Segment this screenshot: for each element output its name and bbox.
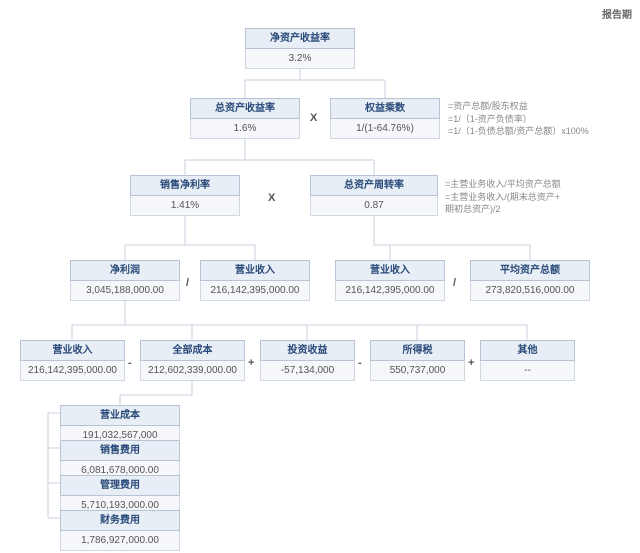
node-value: 216,142,395,000.00 [20, 361, 125, 381]
formula-line: =1/（1-负债总额/资产总额）x100% [448, 125, 589, 138]
node-title: 总资产收益率 [190, 98, 300, 119]
period-label: 报告期 [602, 6, 632, 21]
node-value: 273,820,516,000.00 [470, 281, 590, 301]
node-operating-revenue-1: 营业收入216,142,395,000.00 [200, 260, 310, 301]
node-title: 销售净利率 [130, 175, 240, 196]
formula-line: 期初总资产)/2 [445, 203, 561, 216]
node-investment-income: 投资收益-57,134,000 [260, 340, 355, 381]
node-total-cost: 全部成本212,602,339,000.00 [140, 340, 245, 381]
node-income-tax: 所得税550,737,000 [370, 340, 465, 381]
formula-line: =主营业务收入/(期末总资产+ [445, 191, 561, 204]
node-roe: 净资产收益率3.2% [245, 28, 355, 69]
node-title: 销售费用 [60, 440, 180, 461]
dupont-tree: 报告期 净资产收益率3.2% 总资产收益率1.6% 权益乘数1/(1-64.76… [0, 0, 640, 553]
node-value: 1.41% [130, 196, 240, 216]
op-plus-2: + [468, 357, 474, 369]
node-other: 其他-- [480, 340, 575, 381]
node-value: 1.6% [190, 119, 300, 139]
node-title: 管理费用 [60, 475, 180, 496]
node-value: -57,134,000 [260, 361, 355, 381]
node-value: 216,142,395,000.00 [200, 281, 310, 301]
node-title: 全部成本 [140, 340, 245, 361]
node-operating-revenue-2: 营业收入216,142,395,000.00 [335, 260, 445, 301]
node-title: 财务费用 [60, 510, 180, 531]
op-minus-1: - [128, 357, 132, 369]
node-value: -- [480, 361, 575, 381]
node-title: 营业收入 [200, 260, 310, 281]
node-title: 权益乘数 [330, 98, 440, 119]
node-operating-revenue-3: 营业收入216,142,395,000.00 [20, 340, 125, 381]
node-value: 212,602,339,000.00 [140, 361, 245, 381]
op-multiply-2: X [268, 192, 275, 204]
node-value: 216,142,395,000.00 [335, 281, 445, 301]
node-value: 550,737,000 [370, 361, 465, 381]
node-avg-total-assets: 平均资产总额273,820,516,000.00 [470, 260, 590, 301]
node-value: 0.87 [310, 196, 438, 216]
node-title: 总资产周转率 [310, 175, 438, 196]
node-value: 3.2% [245, 49, 355, 69]
node-equity-multiplier: 权益乘数1/(1-64.76%) [330, 98, 440, 139]
formula-line: =资产总额/股东权益 [448, 100, 589, 113]
node-value: 1/(1-64.76%) [330, 119, 440, 139]
node-value: 1,786,927,000.00 [60, 531, 180, 551]
node-title: 其他 [480, 340, 575, 361]
op-multiply-1: X [310, 112, 317, 124]
op-minus-2: - [358, 357, 362, 369]
node-net-profit-margin: 销售净利率1.41% [130, 175, 240, 216]
node-value: 3,045,188,000.00 [70, 281, 180, 301]
node-title: 净资产收益率 [245, 28, 355, 49]
op-divide-2: / [453, 277, 456, 289]
formula-line: =主营业务收入/平均资产总额 [445, 178, 561, 191]
node-asset-turnover: 总资产周转率0.87 [310, 175, 438, 216]
formula-equity-multiplier: =资产总额/股东权益 =1/（1-资产负债率） =1/（1-负债总额/资产总额）… [448, 100, 589, 138]
node-title: 营业收入 [20, 340, 125, 361]
node-net-profit: 净利润3,045,188,000.00 [70, 260, 180, 301]
node-title: 净利润 [70, 260, 180, 281]
formula-asset-turnover: =主营业务收入/平均资产总额 =主营业务收入/(期末总资产+ 期初总资产)/2 [445, 178, 561, 216]
node-roa: 总资产收益率1.6% [190, 98, 300, 139]
node-title: 营业收入 [335, 260, 445, 281]
node-title: 平均资产总额 [470, 260, 590, 281]
op-plus-1: + [248, 357, 254, 369]
node-title: 投资收益 [260, 340, 355, 361]
node-title: 营业成本 [60, 405, 180, 426]
node-title: 所得税 [370, 340, 465, 361]
node-finance-expense: 财务费用1,786,927,000.00 [60, 510, 180, 551]
formula-line: =1/（1-资产负债率） [448, 113, 589, 126]
op-divide-1: / [186, 277, 189, 289]
